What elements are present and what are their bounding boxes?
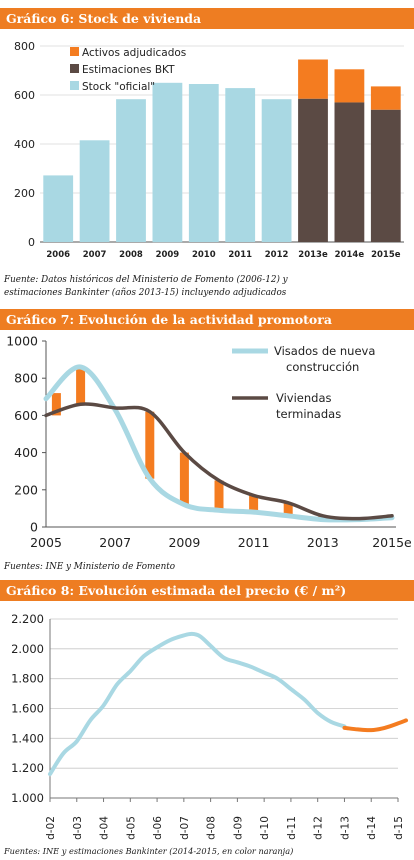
- legend-label: Viviendas: [276, 391, 332, 405]
- legend-label: terminadas: [276, 407, 341, 421]
- bar: [334, 69, 365, 103]
- bar: [116, 99, 146, 242]
- bar: [334, 102, 365, 242]
- x-tick-label: d-10: [259, 816, 271, 840]
- bar: [298, 59, 328, 99]
- x-tick-label: d-04: [99, 816, 111, 840]
- x-tick-label: d-15: [393, 816, 405, 840]
- gap-bar: [214, 480, 224, 511]
- y-tick-label: 1.200: [11, 761, 44, 775]
- x-tick-label: 2005: [30, 535, 62, 550]
- y-tick-label: 800: [14, 40, 35, 53]
- y-tick-label: 200: [14, 482, 38, 497]
- y-tick-label: 600: [14, 408, 38, 423]
- gap-bar: [283, 502, 293, 516]
- y-tick-label: 1.800: [11, 672, 44, 686]
- bar: [225, 88, 256, 242]
- legend-label: construcción: [286, 360, 359, 374]
- x-tick-label: 2010: [192, 250, 216, 260]
- bar: [79, 140, 110, 242]
- legend-swatch: [70, 64, 79, 73]
- x-tick-label: d-06: [152, 816, 164, 840]
- x-tick-label: d-11: [286, 816, 298, 840]
- x-tick-label: d-14: [366, 816, 378, 840]
- x-tick-label: d-03: [72, 816, 84, 840]
- x-tick-label: 2008: [119, 250, 143, 260]
- gap-bar: [76, 367, 86, 405]
- bar: [298, 98, 328, 242]
- y-tick-label: 0: [30, 520, 38, 535]
- x-tick-label: 2013: [307, 535, 339, 550]
- y-tick-label: 1.400: [11, 731, 44, 745]
- chart8-source: Fuentes: INE y estimaciones Bankinter (2…: [4, 846, 294, 856]
- chart6-source-line2: estimaciones Bankinter (años 2013-15) in…: [4, 288, 287, 298]
- visados-line: [43, 364, 395, 523]
- bar: [152, 82, 183, 243]
- x-tick-label: 2015e: [372, 535, 412, 550]
- gap-bar: [145, 411, 155, 479]
- x-tick-label: 2006: [46, 250, 70, 260]
- x-tick-label: d-05: [125, 816, 137, 840]
- y-tick-label: 1.000: [11, 791, 44, 805]
- chart8-title: Gráfico 8: Evolución estimada del precio…: [0, 580, 414, 601]
- x-tick-label: d-02: [45, 816, 57, 840]
- stock-vivienda-chart: 0 200 400 600 800 2006 2007 2008 2009 2010 2011 20…: [14, 40, 404, 260]
- gap-bar: [51, 393, 61, 416]
- actividad-promotora-chart: 0 200 400 600 800 1000 2005 2007 2009 2011 2013 20…: [6, 334, 412, 551]
- x-tick-label: 2009: [168, 535, 200, 550]
- x-tick-label: 2009: [156, 250, 180, 260]
- bar: [188, 84, 219, 242]
- x-tick-label: 2015e: [371, 250, 401, 260]
- y-tick-label: 800: [14, 371, 38, 386]
- viviendas-line: [44, 402, 394, 521]
- y-tick-label: 600: [14, 89, 35, 102]
- y-tick-label: 1000: [6, 334, 38, 349]
- x-tick-label: 2013e: [298, 250, 328, 260]
- estimacion-line: [342, 718, 408, 733]
- x-tick-label: 2012: [265, 250, 289, 260]
- bar: [370, 109, 401, 242]
- y-tick-label: 2.200: [11, 612, 44, 626]
- historico-line: [48, 631, 347, 777]
- y-tick-label: 1.600: [11, 702, 44, 716]
- x-tick-label: 2011: [228, 250, 252, 260]
- y-tick-label: 0: [28, 236, 35, 249]
- x-tick-label: d-09: [232, 816, 244, 840]
- x-tick-label: d-08: [206, 816, 218, 840]
- y-tick-label: 400: [14, 138, 35, 151]
- bar: [261, 99, 292, 242]
- precio-vivienda-chart: 1.000 1.200 1.400 1.600 1.800 2.000 2.200 d-02…: [11, 612, 408, 840]
- legend-label: Estimaciones BKT: [82, 64, 175, 76]
- legend-label: Visados de nueva: [274, 344, 375, 358]
- x-tick-label: d-07: [179, 816, 191, 840]
- chart7-source: Fuentes: INE y Ministerio de Fomento: [4, 562, 176, 572]
- x-tick-label: 2007: [99, 535, 131, 550]
- legend-label: Stock "oficial": [82, 81, 155, 93]
- x-tick-label: d-13: [339, 816, 351, 840]
- gap-bar: [179, 452, 189, 505]
- x-tick-label: 2007: [83, 250, 107, 260]
- bar: [370, 86, 401, 110]
- x-tick-label: 2014e: [335, 250, 365, 260]
- y-tick-label: 200: [14, 187, 35, 200]
- x-tick-label: d-12: [313, 816, 325, 840]
- x-tick-label: 2011: [238, 535, 270, 550]
- gap-bar: [249, 495, 259, 513]
- legend-label: Activos adjudicados: [82, 47, 186, 59]
- chart6-source-line1: Fuente: Datos históricos del Ministerio …: [4, 275, 288, 285]
- chart6-title: Gráfico 6: Stock de vivienda: [0, 8, 414, 29]
- y-tick-label: 400: [14, 445, 38, 460]
- legend-swatch: [70, 47, 79, 56]
- bar: [43, 175, 74, 242]
- y-tick-label: 2.000: [11, 642, 44, 656]
- legend-swatch: [70, 81, 79, 90]
- chart7-title: Gráfico 7: Evolución de la actividad pro…: [0, 309, 414, 330]
